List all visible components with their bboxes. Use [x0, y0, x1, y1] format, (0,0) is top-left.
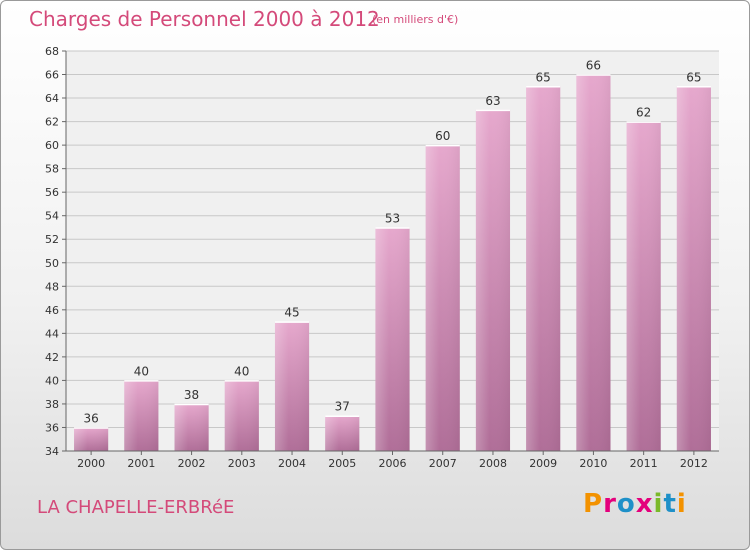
bar-highlight: [325, 415, 360, 451]
logo-letter: r: [603, 489, 617, 519]
bar-highlight: [626, 121, 661, 452]
x-tick-label: 2006: [379, 457, 407, 470]
bar-value-label: 65: [536, 70, 551, 84]
bar-highlight: [224, 380, 259, 451]
bar-value-label: 45: [284, 306, 299, 320]
y-tick-label: 50: [45, 257, 59, 270]
x-tick-label: 2012: [680, 457, 708, 470]
bar-highlight: [174, 403, 209, 451]
x-tick-label: 2007: [429, 457, 457, 470]
logo-letter: i: [676, 489, 687, 519]
y-tick-label: 58: [45, 163, 59, 176]
x-tick-label: 2003: [228, 457, 256, 470]
y-tick-label: 38: [45, 398, 59, 411]
x-tick-label: 2000: [77, 457, 105, 470]
bar-highlight: [526, 86, 561, 451]
y-tick-label: 66: [45, 69, 59, 82]
y-tick-label: 40: [45, 374, 59, 387]
bar-highlight: [375, 227, 410, 451]
x-tick-label: 2001: [127, 457, 155, 470]
y-tick-label: 48: [45, 280, 59, 293]
bar-value-label: 36: [83, 411, 98, 425]
logo-letter: t: [663, 489, 677, 519]
y-tick-label: 68: [45, 45, 59, 58]
y-tick-label: 34: [45, 445, 59, 458]
chart-subtitle: (en milliers d'€): [372, 13, 459, 26]
x-tick-label: 2008: [479, 457, 507, 470]
bar-value-label: 63: [485, 94, 500, 108]
x-tick-label: 2011: [630, 457, 658, 470]
bar-highlight: [576, 74, 611, 451]
y-tick-label: 54: [45, 210, 59, 223]
bar-highlight: [274, 321, 310, 451]
chart-title: Charges de Personnel 2000 à 2012: [29, 7, 380, 31]
x-tick-label: 2004: [278, 457, 306, 470]
bar-value-label: 37: [335, 400, 350, 414]
logo-letter: i: [653, 489, 664, 519]
bar-value-label: 62: [636, 106, 651, 120]
x-tick-label: 2010: [579, 457, 607, 470]
bar-highlight: [676, 86, 711, 451]
y-tick-label: 44: [45, 327, 59, 340]
location-name: LA CHAPELLE-ERBRéE: [37, 497, 235, 518]
bar-highlight: [124, 380, 159, 451]
y-tick-label: 60: [45, 139, 59, 152]
proxiti-logo: Proxiti: [583, 489, 687, 519]
bar-value-label: 38: [184, 388, 199, 402]
bar-highlight: [475, 109, 511, 451]
x-tick-label: 2005: [328, 457, 356, 470]
y-tick-label: 52: [45, 233, 59, 246]
logo-letter: P: [583, 489, 604, 519]
y-tick-label: 56: [45, 186, 59, 199]
y-tick-label: 36: [45, 421, 59, 434]
bar-highlight: [425, 145, 460, 451]
logo-letter: o: [616, 489, 636, 519]
y-tick-label: 64: [45, 92, 59, 105]
bar-value-label: 66: [586, 59, 601, 73]
y-tick-label: 42: [45, 351, 59, 364]
y-tick-label: 62: [45, 116, 59, 129]
bar-value-label: 40: [234, 364, 249, 378]
x-tick-label: 2002: [178, 457, 206, 470]
bar-value-label: 65: [686, 70, 701, 84]
x-tick-label: 2009: [529, 457, 557, 470]
y-tick-label: 46: [45, 304, 59, 317]
logo-letter: x: [635, 489, 654, 519]
bar-value-label: 53: [385, 211, 400, 225]
bar-value-label: 40: [134, 364, 149, 378]
bar-value-label: 60: [435, 129, 450, 143]
bar-highlight: [74, 427, 109, 451]
